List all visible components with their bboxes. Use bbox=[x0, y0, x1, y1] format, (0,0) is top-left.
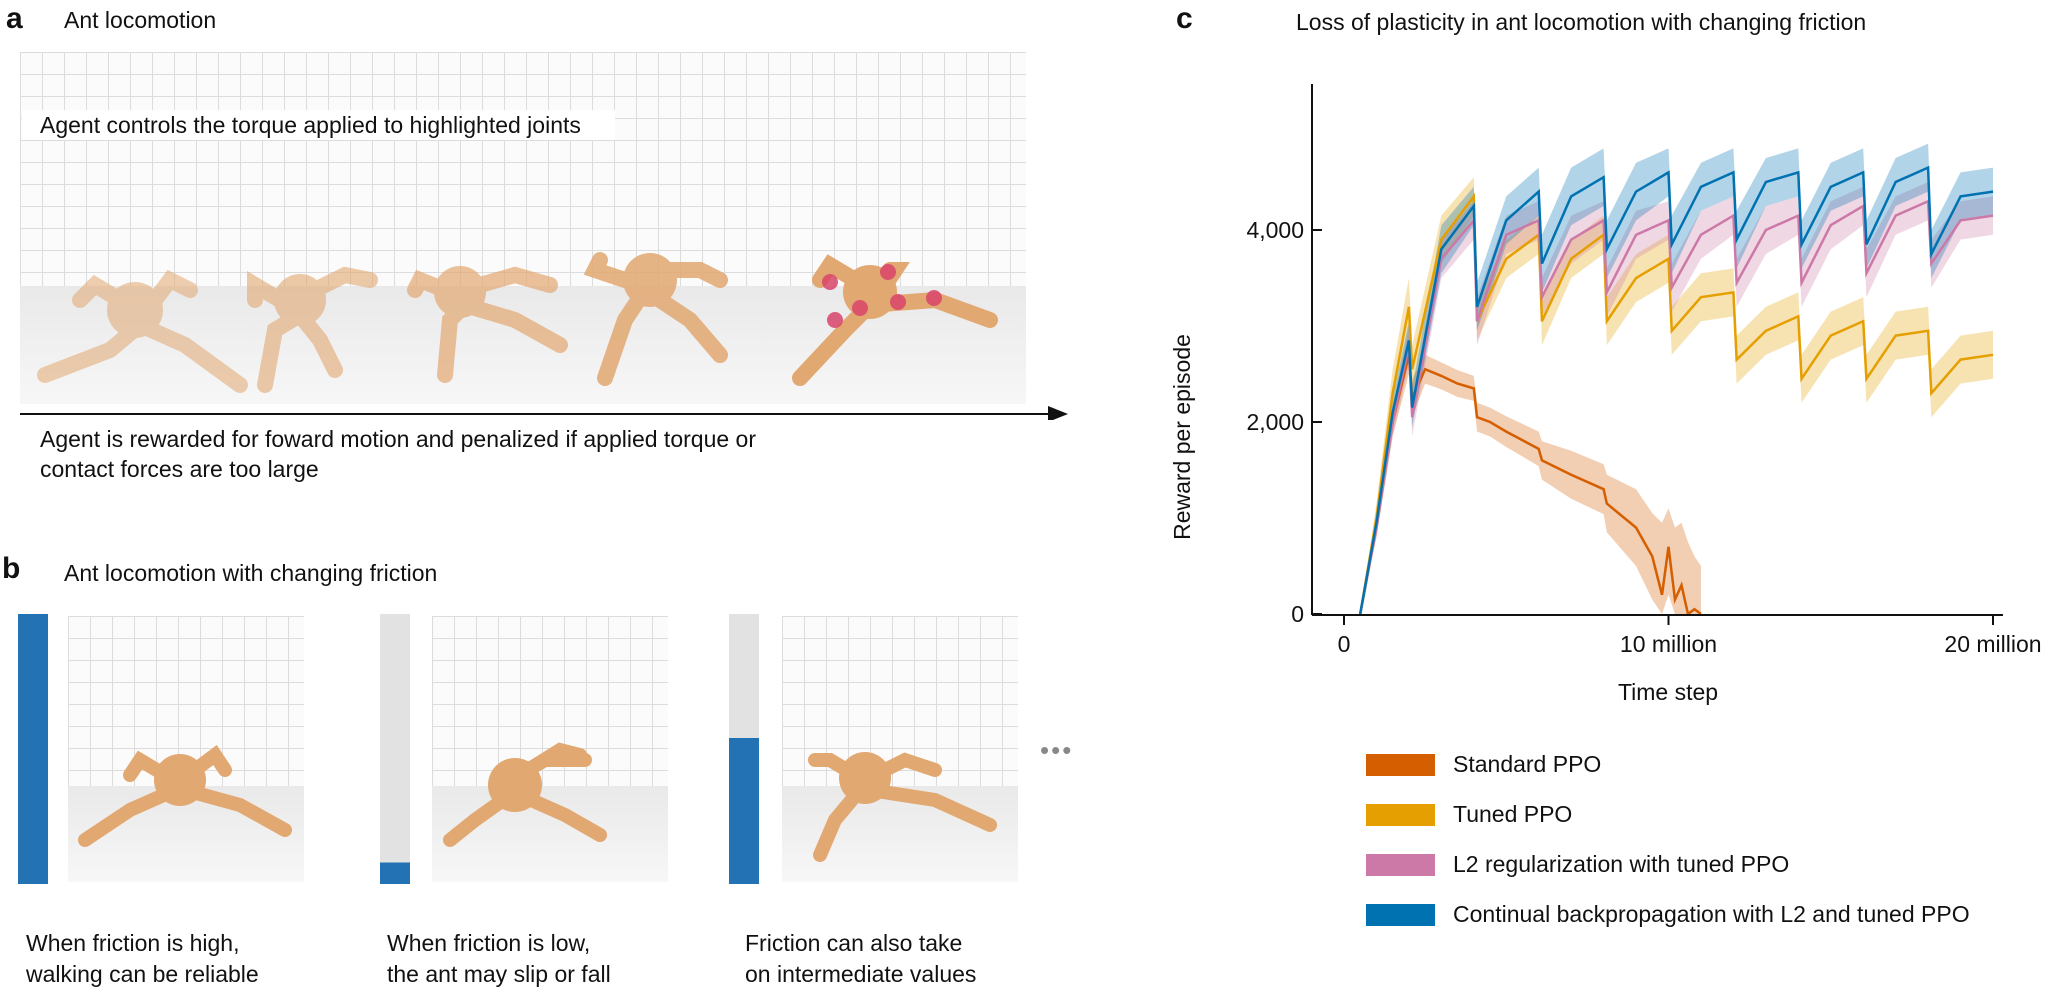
band-series-0 bbox=[1360, 335, 1701, 614]
legend-label-3: Continual backpropagation with L2 and tu… bbox=[1453, 901, 1970, 927]
caption-high-line-1: When friction is high, bbox=[26, 930, 240, 956]
y-tick-label-2: 4,000 bbox=[1246, 217, 1304, 243]
panel-a-letter: a bbox=[6, 2, 23, 35]
chart-axes: 0 2,000 4,000 0 10 million 20 million bbox=[1246, 84, 2042, 657]
reward-description-line-1: Agent is rewarded for foward motion and … bbox=[40, 426, 756, 452]
more-indicator: ••• bbox=[1040, 735, 1074, 765]
caption-low-friction: When friction is low, the ant may slip o… bbox=[387, 928, 611, 990]
ant-figure-4 bbox=[583, 252, 728, 386]
legend-label-2: L2 regularization with tuned PPO bbox=[1453, 851, 1790, 877]
panel-b-letter: b bbox=[2, 552, 21, 585]
line-series-1 bbox=[1358, 192, 1994, 615]
legend-label-1: Tuned PPO bbox=[1453, 801, 1573, 827]
panel-c-title: Loss of plasticity in ant locomotion wit… bbox=[1296, 9, 1867, 35]
friction-bar-high bbox=[18, 614, 48, 884]
legend-label-0: Standard PPO bbox=[1453, 751, 1602, 777]
band-series-1 bbox=[1360, 177, 1993, 614]
friction-bar-low bbox=[380, 614, 410, 884]
legend-swatch-3 bbox=[1366, 904, 1435, 926]
direction-arrow bbox=[20, 406, 1068, 420]
x-tick-label-1: 10 million bbox=[1620, 631, 1717, 657]
friction-floor-intermediate bbox=[782, 786, 1018, 882]
ant-figure-1 bbox=[37, 269, 248, 393]
x-tick-label-2: 20 million bbox=[1944, 631, 2041, 657]
y-axis-label: Reward per episode bbox=[1169, 334, 1195, 540]
friction-ants bbox=[78, 742, 997, 862]
y-tick-label-1: 2,000 bbox=[1246, 409, 1304, 435]
control-description: Agent controls the torque applied to hig… bbox=[22, 110, 615, 140]
friction-bar-intermediate bbox=[729, 614, 759, 884]
x-axis-label: Time step bbox=[1618, 679, 1718, 705]
ant-intermediate-friction bbox=[808, 752, 997, 862]
caption-intermediate-line-2: on intermediate values bbox=[745, 961, 977, 987]
ant-figure-3 bbox=[407, 266, 568, 383]
ant-low-friction bbox=[443, 742, 607, 847]
series-lines bbox=[1358, 165, 1994, 617]
legend-swatch-0 bbox=[1366, 754, 1435, 776]
highlighted-joints bbox=[822, 264, 942, 328]
caption-high-line-2: walking can be reliable bbox=[26, 961, 259, 987]
x-tick-label-0: 0 bbox=[1338, 631, 1351, 657]
panel-a-title: Ant locomotion bbox=[64, 7, 217, 33]
legend-swatch-2 bbox=[1366, 854, 1435, 876]
reward-description-line-2: contact forces are too large bbox=[40, 456, 319, 482]
panel-b-title: Ant locomotion with changing friction bbox=[64, 560, 438, 586]
legend-swatch-1 bbox=[1366, 804, 1435, 826]
reward-description: Agent is rewarded for foward motion and … bbox=[40, 424, 1040, 484]
line-series-2 bbox=[1358, 199, 1994, 615]
ant-high-friction bbox=[78, 744, 292, 847]
caption-low-line-2: the ant may slip or fall bbox=[387, 961, 611, 987]
caption-intermediate-friction: Friction can also take on intermediate v… bbox=[745, 928, 976, 990]
y-tick-label-0: 0 bbox=[1291, 601, 1304, 627]
line-series-3 bbox=[1358, 165, 1994, 615]
caption-low-line-1: When friction is low, bbox=[387, 930, 591, 956]
caption-intermediate-line-1: Friction can also take bbox=[745, 930, 963, 956]
panel-c-letter: c bbox=[1176, 2, 1193, 35]
ant-motion-sequence bbox=[20, 252, 1068, 420]
ant-figure-2 bbox=[247, 266, 378, 393]
caption-high-friction: When friction is high, walking can be re… bbox=[26, 928, 259, 990]
